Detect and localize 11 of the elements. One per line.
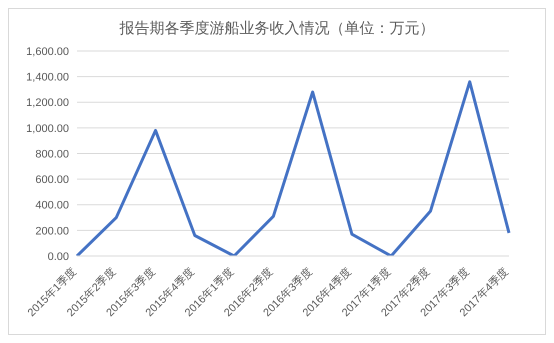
line-series (76, 80, 510, 256)
y-tick-label: 0.00 (48, 250, 69, 263)
y-tick-label: 600.00 (35, 174, 69, 186)
y-tick-label: 1,000.00 (26, 122, 69, 135)
y-tick-label: 400.00 (35, 200, 69, 212)
y-tick-label: 1,600.00 (26, 46, 69, 58)
y-tick-label: 800.00 (35, 148, 69, 160)
y-tick-label: 1,400.00 (26, 72, 69, 84)
chart-title: 报告期各季度游船业务收入情况（单位：万元） (118, 19, 436, 39)
y-tick-label: 1,200.00 (26, 97, 69, 110)
y-tick-label: 200.00 (35, 225, 69, 238)
